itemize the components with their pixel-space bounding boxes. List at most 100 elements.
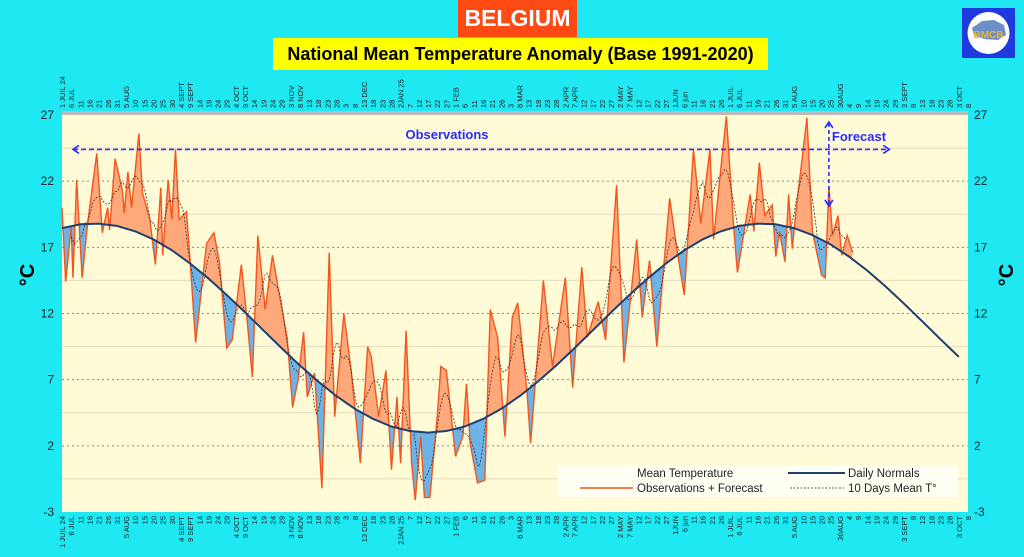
x-tick-label-bottom: 8 xyxy=(909,516,918,520)
y-tick-label-right: 27 xyxy=(974,108,988,122)
x-tick-label-top: 26 xyxy=(497,100,506,108)
x-tick-label-bottom: 22 xyxy=(598,516,607,524)
y-tick-label-right: -3 xyxy=(974,505,985,519)
x-tick-label-bottom: 9 OCT xyxy=(241,516,250,539)
x-tick-label-top: 1 FEB xyxy=(452,87,461,108)
x-tick-label-top: 14 xyxy=(863,100,872,108)
x-tick-label-bottom: 23 xyxy=(323,516,332,524)
x-tick-label-bottom: 20 xyxy=(150,516,159,524)
x-tick-label-top: 7 xyxy=(406,104,415,108)
x-tick-label-bottom: 3 NOV xyxy=(287,516,296,539)
x-tick-label-bottom: 6 JUL xyxy=(67,516,76,536)
x-tick-label-bottom: 13 xyxy=(918,516,927,524)
y-tick-label-left: 12 xyxy=(41,307,55,321)
x-tick-label-bottom: 8 NOV xyxy=(296,516,305,539)
x-tick-label-top: 5 AUG xyxy=(122,86,131,108)
legend-normals-label: Daily Normals xyxy=(848,468,920,480)
x-tick-label-top: 17 xyxy=(589,100,598,108)
x-tick-label-bottom: 2 APR xyxy=(561,515,570,537)
x-tick-label-bottom: 18 xyxy=(534,516,543,524)
x-tick-label-bottom: 16 xyxy=(754,516,763,524)
x-tick-label-bottom: 22 xyxy=(433,516,442,524)
x-tick-label-top: 18 xyxy=(369,100,378,108)
x-tick-label-top: 14 xyxy=(195,100,204,108)
x-tick-label-top: 20 xyxy=(818,100,827,108)
x-tick-label-bottom: 11 xyxy=(76,516,85,524)
x-tick-label-top: 16 xyxy=(479,100,488,108)
y-tick-label-right: 7 xyxy=(974,373,981,387)
x-tick-label-bottom: 15 xyxy=(808,516,817,524)
x-tick-label-top: 19 xyxy=(204,100,213,108)
y-tick-label-right: 12 xyxy=(974,307,988,321)
x-tick-label-top: 21 xyxy=(488,100,497,108)
x-tick-label-bottom: 28 xyxy=(946,516,955,524)
x-tick-label-bottom: 12 xyxy=(635,516,644,524)
x-tick-label-top: 8 xyxy=(964,104,973,108)
x-tick-label-top: 3 OCT xyxy=(955,85,964,108)
chart-title: BELGIUM xyxy=(458,0,577,37)
x-tick-label-top: 15 xyxy=(808,100,817,108)
x-tick-label-bottom: 12 xyxy=(415,516,424,524)
x-tick-label-bottom: 15 xyxy=(140,516,149,524)
x-tick-label-bottom: 22 xyxy=(653,516,662,524)
x-tick-label-top: 23 xyxy=(937,100,946,108)
x-tick-label-bottom: 1 JUIL 24 xyxy=(58,516,67,548)
x-tick-label-top: 8 MAR xyxy=(516,84,525,108)
x-tick-label-bottom: 3 SEPT xyxy=(900,516,909,542)
x-tick-label-top: 20 xyxy=(150,100,159,108)
x-tick-label-bottom: 30AUG xyxy=(836,516,845,541)
x-tick-label-bottom: 7 APR xyxy=(570,515,579,537)
x-tick-label-top: 31 xyxy=(113,100,122,108)
x-tick-label-top: 11 xyxy=(76,100,85,108)
x-tick-label-bottom: 5 AUG xyxy=(122,516,131,538)
x-tick-label-bottom: 2 MAY xyxy=(616,516,625,538)
y-axis-label-right: °C xyxy=(996,264,1018,286)
x-tick-label-bottom: 18 xyxy=(314,516,323,524)
x-tick-label-top: 19 xyxy=(872,100,881,108)
x-tick-label-bottom: 7 xyxy=(406,516,415,520)
x-tick-label-top: 26 xyxy=(717,100,726,108)
y-tick-label-right: 2 xyxy=(974,439,981,453)
y-tick-label-left: 22 xyxy=(41,174,55,188)
legend-box xyxy=(558,465,958,497)
x-tick-label-top: 7 APR xyxy=(570,86,579,108)
x-tick-label-bottom: 23 xyxy=(937,516,946,524)
ten-day-mean-line xyxy=(70,169,846,482)
x-tick-label-bottom: 21 xyxy=(708,516,717,524)
arrow-right-icon xyxy=(882,144,891,155)
x-tick-label-top: 18 xyxy=(927,100,936,108)
x-tick-label-top: 10 xyxy=(799,100,808,108)
x-tick-label-bottom: 4 SEPT xyxy=(177,516,186,542)
x-tick-label-bottom: 27 xyxy=(442,516,451,524)
x-tick-label-top: 1 JUIL xyxy=(726,86,735,108)
x-tick-label-top: 8 NOV xyxy=(296,85,305,108)
arrow-up-icon xyxy=(824,120,834,129)
legend-mean10-label: 10 Days Mean T° xyxy=(848,483,937,495)
x-tick-label-bottom: 29 xyxy=(278,516,287,524)
x-tick-label-bottom: 14 xyxy=(250,516,259,524)
x-tick-label-bottom: 11 xyxy=(744,516,753,524)
x-tick-label-top: 18 xyxy=(314,100,323,108)
x-tick-label-bottom: 16 xyxy=(479,516,488,524)
x-tick-label-top: 13 xyxy=(305,100,314,108)
x-tick-label-top: 23 xyxy=(378,100,387,108)
x-tick-label-bottom: 31 xyxy=(781,516,790,524)
x-tick-label-bottom: 27 xyxy=(607,516,616,524)
x-tick-label-top: 18 xyxy=(534,100,543,108)
daily-normals-line xyxy=(61,222,960,434)
x-tick-label-top: 12 xyxy=(415,100,424,108)
x-tick-label-top: 21 xyxy=(708,100,717,108)
x-tick-label-top: 13 DEC xyxy=(360,81,369,108)
x-tick-label-top: 29 xyxy=(891,100,900,108)
x-tick-label-top: 3 xyxy=(342,104,351,108)
observations-annotation: Observations xyxy=(405,127,488,142)
x-tick-label-top: 8 xyxy=(351,104,360,108)
x-tick-label-top: 4 SEPT xyxy=(177,82,186,108)
x-tick-label-bottom: 21 xyxy=(763,516,772,524)
x-tick-label-bottom: 29 xyxy=(891,516,900,524)
x-tick-label-top: 12 xyxy=(580,100,589,108)
x-tick-label-top: 2 MAY xyxy=(616,86,625,108)
x-tick-label-bottom: 8 MAR xyxy=(516,515,525,539)
x-tick-label-top: 4 xyxy=(845,104,854,108)
